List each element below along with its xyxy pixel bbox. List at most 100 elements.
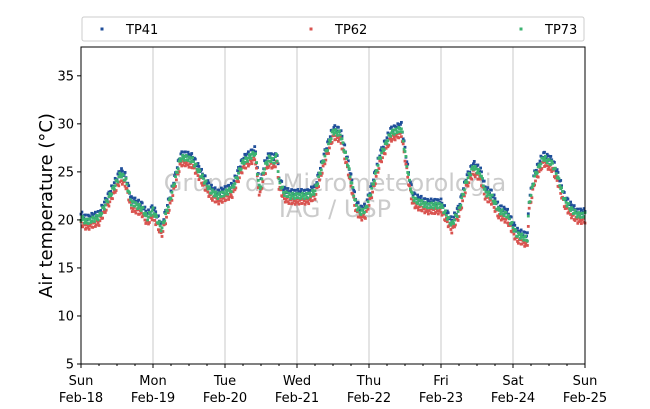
data-point [364,210,368,213]
data-point [566,197,570,201]
data-point [326,140,329,144]
data-point [506,221,509,225]
data-point [289,197,293,200]
data-point [110,192,113,196]
data-point [461,199,464,203]
data-point [112,181,116,185]
data-point [247,153,251,157]
data-point [302,199,306,202]
data-point [162,221,166,225]
data-point [310,193,313,196]
data-point [456,219,460,222]
data-point [217,202,221,206]
data-point [386,139,390,142]
data-point [196,170,200,174]
data-point [377,167,381,170]
data-point [436,198,440,202]
data-point [489,196,492,200]
data-point [383,152,387,156]
data-point [145,214,149,218]
data-point [121,169,124,173]
data-point [286,195,290,199]
data-point [211,188,214,192]
data-point [84,219,87,223]
data-point [576,207,580,211]
data-point [400,120,403,124]
data-point [453,218,456,222]
data-point [148,211,151,214]
data-point [443,210,446,214]
data-point [439,210,443,214]
data-point [352,194,356,198]
data-point [103,207,106,211]
data-point [123,184,127,188]
data-point [243,152,247,156]
data-point [510,230,514,234]
data-point [163,219,167,223]
data-point [439,205,443,209]
data-point [455,207,459,210]
legend-marker [519,27,523,31]
data-point [428,200,432,204]
data-point [238,176,241,180]
data-point [537,163,541,167]
data-point [441,206,445,210]
x-tick-day-label: Sat [502,374,523,389]
data-point [545,161,549,165]
data-point [409,187,412,191]
data-point [401,142,405,146]
data-point [460,206,464,210]
data-point [113,176,117,180]
data-point [93,220,96,223]
data-point [446,211,450,215]
data-point [181,153,185,157]
data-point [88,224,92,228]
data-point [247,156,250,160]
data-point [440,201,444,205]
data-point [257,193,261,197]
data-point [220,200,224,204]
data-point [261,180,265,184]
data-point [219,196,222,200]
data-point [228,186,231,190]
data-point [225,190,229,194]
data-point [480,174,483,178]
data-point [109,189,113,193]
data-point [271,165,275,169]
data-point [426,209,429,213]
data-point [157,228,160,232]
legend: TP41 TP62 TP73 [81,16,585,42]
data-point [304,200,308,204]
data-point [500,217,504,221]
data-point [539,168,543,172]
data-point [123,178,127,182]
data-point [177,159,181,163]
data-point [471,165,474,169]
data-point [514,228,518,232]
data-point [249,159,253,163]
data-point [486,193,490,197]
data-point [250,148,254,152]
data-point [308,198,311,201]
data-point [317,175,320,179]
data-point [133,204,137,208]
data-point [529,194,533,197]
data-point [144,209,148,213]
data-point [526,244,529,247]
data-point [160,235,164,238]
data-point [280,180,284,183]
data-point [215,194,219,198]
data-point [147,215,150,219]
data-point [232,179,236,183]
data-point [376,164,380,167]
data-point [149,216,153,219]
data-point [328,146,331,150]
data-point [582,215,586,218]
data-point [319,166,322,170]
data-point [553,166,557,170]
data-point [481,176,484,180]
data-point [143,205,147,209]
data-point [333,124,337,128]
data-point [245,157,248,161]
data-point [197,168,201,171]
